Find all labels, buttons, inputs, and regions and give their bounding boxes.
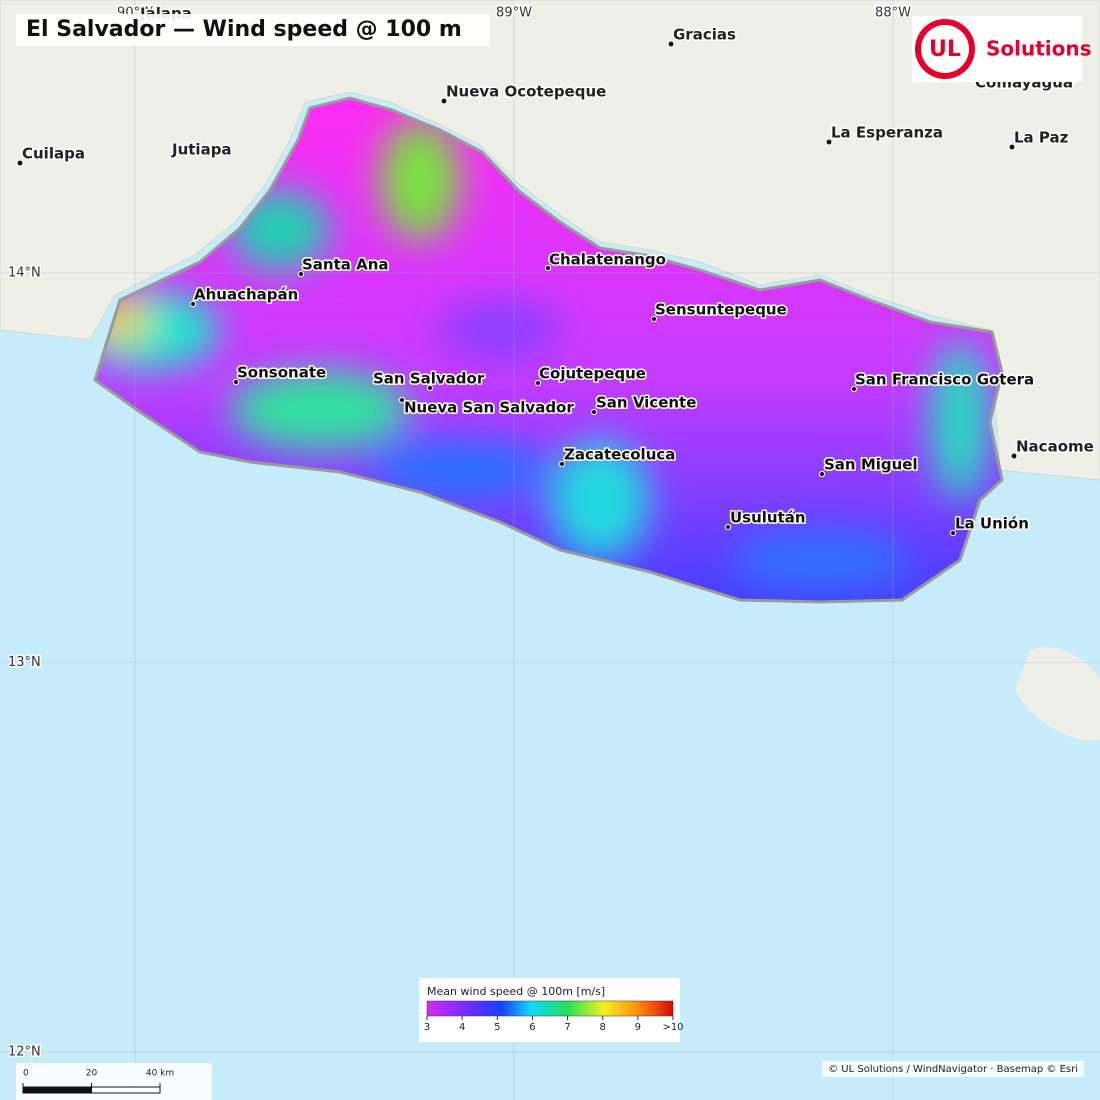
island [1015, 647, 1100, 741]
title-box [16, 14, 490, 46]
attribution-box [822, 1061, 1084, 1077]
city-dot [189, 300, 197, 308]
city-label: San Vicente [596, 394, 696, 412]
lon-label: 88°W [875, 6, 911, 21]
city-label: San Salvador [373, 370, 485, 388]
wind-area [380, 120, 460, 240]
wind-area [230, 370, 410, 450]
legend-title: Mean wind speed @ 100m [m/s] [427, 985, 605, 998]
wind-area [370, 440, 550, 500]
city-dot [232, 378, 240, 386]
place-label: Jutiapa [171, 141, 232, 159]
city-dot [297, 270, 305, 278]
place-dot [17, 160, 23, 166]
place-label: La Paz [1014, 129, 1069, 147]
legend-tick-label: 6 [529, 1022, 535, 1033]
city-label: Sensuntepeque [655, 301, 787, 319]
city-label: Chalatenango [549, 251, 666, 269]
city-label: San Miguel [824, 456, 918, 474]
colorbar [426, 1000, 674, 1017]
land-basemap [0, 0, 1100, 480]
scale-label: 20 [86, 1069, 98, 1079]
city-label: Nueva San Salvador [404, 399, 574, 417]
lat-label: 13°N [8, 655, 41, 670]
city-label: Santa Ana [302, 256, 389, 274]
city-dot [818, 470, 826, 478]
place-dot [1011, 453, 1017, 459]
scale-label: 0 [23, 1069, 29, 1079]
attribution: © UL Solutions / WindNavigator · Basemap… [828, 1064, 1078, 1075]
city-dot [590, 408, 598, 416]
scale-bar-half [23, 1087, 92, 1093]
city-dot [426, 384, 434, 392]
wind-area [440, 300, 560, 360]
city-dot [534, 379, 542, 387]
scale-box [16, 1063, 212, 1100]
city-label: Ahuachapán [194, 286, 298, 304]
city-dot [398, 396, 406, 404]
city-dot [558, 460, 566, 468]
place-label: Cuilapa [22, 145, 85, 163]
city-label: Cojutepeque [539, 365, 646, 383]
city-dot [650, 315, 658, 323]
lat-label: 14°N [8, 266, 41, 281]
wind-area [550, 440, 650, 560]
logo-text: Solutions [986, 37, 1092, 61]
lat-label: 12°N [8, 1045, 41, 1060]
place-dot [441, 98, 447, 104]
legend-tick-label: 9 [635, 1022, 641, 1033]
place-dot [826, 139, 832, 145]
coast-line [0, 0, 1100, 481]
scale-bar: 0 20 40 km [22, 1069, 174, 1094]
place-dot [668, 41, 674, 47]
city-label: Usulután [730, 509, 806, 527]
title: El Salvador — Wind speed @ 100 m [26, 17, 462, 42]
place-label: Gracias [673, 26, 736, 44]
legend-tick-label: >10 [662, 1022, 683, 1033]
city-label: Zacatecoluca [564, 446, 675, 464]
logo-ring [921, 25, 969, 73]
city-label: La Unión [955, 515, 1029, 533]
place-label: La Esperanza [831, 124, 943, 142]
legend-tick-label: 3 [424, 1022, 430, 1033]
lon-label: 89°W [496, 6, 532, 21]
city-dot [949, 529, 957, 537]
scale-label: 40 km [146, 1069, 174, 1079]
city-label: Sonsonate [237, 364, 326, 382]
legend-ticks: 3 4 5 6 7 8 9 >10 [424, 1016, 684, 1033]
city-label: San Francisco Gotera [855, 371, 1034, 389]
logo-mark: UL [929, 37, 961, 62]
legend-tick-label: 7 [564, 1022, 570, 1033]
wind-area [930, 340, 990, 500]
city-dot [724, 523, 732, 531]
city-dot [544, 264, 552, 272]
place-label: Nueva Ocotepeque [446, 83, 606, 101]
legend-tick-label: 4 [459, 1022, 465, 1033]
place-label: Nacaome [1016, 438, 1094, 456]
legend-tick-label: 8 [600, 1022, 606, 1033]
wind-area [730, 530, 910, 590]
legend-tick-label: 5 [494, 1022, 500, 1033]
city-dot [850, 385, 858, 393]
place-dot [1009, 144, 1015, 150]
